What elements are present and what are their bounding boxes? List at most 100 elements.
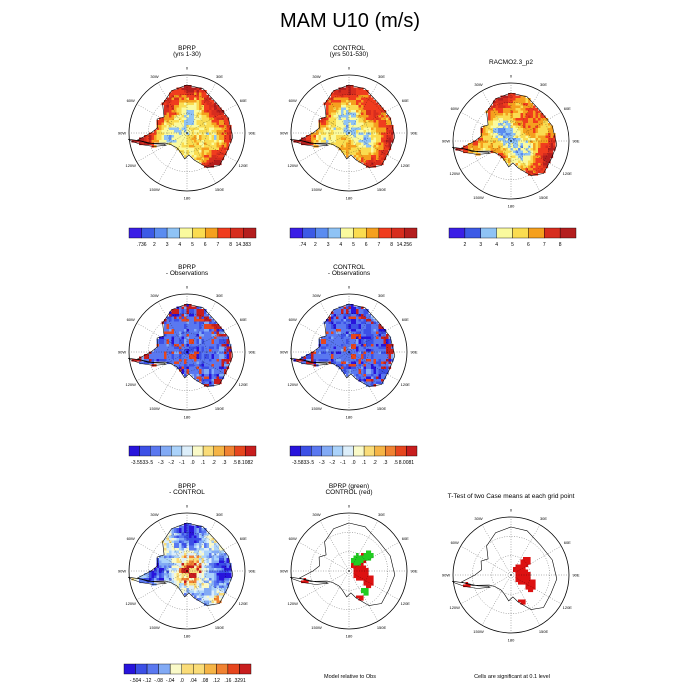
- longitude-label: 30W: [150, 74, 158, 79]
- colorbar-box: [139, 445, 151, 457]
- grid-cell: [381, 155, 384, 158]
- grid-cell: [206, 125, 210, 128]
- grid-cell: [468, 143, 471, 146]
- grid-cell: [166, 555, 170, 559]
- grid-cell: [219, 598, 222, 601]
- colorbar-label: 3: [327, 242, 330, 248]
- grid-cell: [321, 132, 324, 136]
- grid-cell: [219, 346, 222, 350]
- grid-cell: [171, 105, 175, 108]
- grid-cell: [201, 115, 205, 118]
- meridian-line: [298, 541, 350, 572]
- grid-cell: [363, 95, 367, 98]
- meridian-line: [460, 545, 512, 576]
- latitude-circle: [310, 94, 388, 172]
- grid-cell: [525, 98, 529, 101]
- grid-cell: [331, 100, 334, 103]
- grid-cell: [209, 578, 212, 581]
- grid-cell: [189, 92, 192, 96]
- grid-cell: [373, 329, 377, 332]
- grid-cell: [341, 87, 344, 91]
- grid-cell: [338, 117, 342, 121]
- grid-cell: [179, 349, 182, 352]
- grid-cell: [224, 152, 227, 156]
- grid-cell: [363, 152, 367, 156]
- grid-cell: [199, 132, 202, 136]
- grid-cell: [326, 346, 329, 350]
- grid-cell: [530, 138, 534, 141]
- grid-cell: [363, 331, 367, 335]
- grid-cell: [209, 331, 212, 335]
- grid-cell: [500, 133, 504, 136]
- colorbar-label: -3.5533: [131, 460, 148, 466]
- meridian-line: [348, 322, 400, 353]
- grid-cell: [189, 361, 192, 365]
- grid-cell: [149, 137, 152, 141]
- grid-cell: [478, 140, 481, 144]
- grid-cell: [171, 341, 175, 345]
- grid-cell: [181, 115, 185, 118]
- grid-cell: [311, 351, 314, 355]
- grid-cell: [366, 127, 369, 131]
- grid-cell: [209, 145, 212, 148]
- grid-cell: [201, 329, 205, 332]
- grid-cell: [171, 351, 175, 355]
- grid-cell: [358, 366, 362, 370]
- grid-cell: [184, 533, 187, 536]
- grid-cell: [383, 125, 387, 128]
- grid-cell: [169, 115, 172, 118]
- grid-cell: [510, 153, 514, 156]
- grid-cell: [358, 120, 362, 123]
- grid-cell: [186, 550, 190, 554]
- grid-cell: [358, 311, 362, 315]
- grid-cell: [201, 371, 205, 375]
- grid-cell: [523, 105, 526, 109]
- grid-cell: [186, 137, 190, 141]
- grid-cell: [184, 570, 187, 574]
- grid-cell: [518, 569, 521, 573]
- grid-cell: [179, 543, 182, 546]
- grid-cell: [311, 359, 314, 362]
- grid-cell: [226, 120, 230, 123]
- grid-cell: [358, 306, 362, 310]
- grid-cell: [209, 548, 212, 551]
- grid-cell: [376, 150, 379, 153]
- grid-cell: [356, 105, 359, 108]
- grid-cell: [383, 341, 387, 345]
- grid-cell: [144, 135, 147, 138]
- grid-cell: [219, 351, 222, 355]
- grid-cell: [366, 120, 369, 123]
- grid-cell: [525, 158, 529, 161]
- grid-cell: [194, 553, 197, 556]
- grid-cell: [161, 560, 165, 564]
- longitude-label: 120W: [125, 382, 136, 387]
- grid-cell: [348, 130, 352, 133]
- grid-cell: [358, 598, 362, 601]
- grid-cell: [553, 140, 556, 144]
- grid-cell: [171, 319, 175, 322]
- grid-cell: [171, 311, 175, 315]
- grid-cell: [166, 565, 170, 569]
- grid-cell: [368, 379, 372, 382]
- panel-racmo-abs: RACMO2.3_p2 0 30E 60E 90E 120E 150E 180 150W 120…: [436, 59, 586, 216]
- grid-cell: [199, 311, 202, 315]
- grid-cell: [174, 548, 177, 551]
- grid-cell: [164, 331, 167, 335]
- grid-cell: [530, 160, 534, 164]
- grid-cell: [196, 140, 200, 143]
- grid-cell: [164, 122, 167, 126]
- grid-cell: [528, 115, 531, 119]
- grid-cell: [174, 100, 177, 103]
- grid-cell: [186, 366, 190, 370]
- grid-cell: [483, 133, 486, 136]
- grid-cell: [211, 376, 215, 380]
- grid-cell: [181, 573, 185, 576]
- grid-cell: [343, 100, 347, 103]
- grid-cell: [338, 359, 342, 362]
- grid-cell: [216, 142, 220, 146]
- grid-cell: [221, 573, 225, 576]
- grid-cell: [199, 157, 202, 161]
- grid-cell: [550, 148, 554, 151]
- grid-cell: [196, 351, 200, 355]
- grid-cell: [508, 100, 511, 104]
